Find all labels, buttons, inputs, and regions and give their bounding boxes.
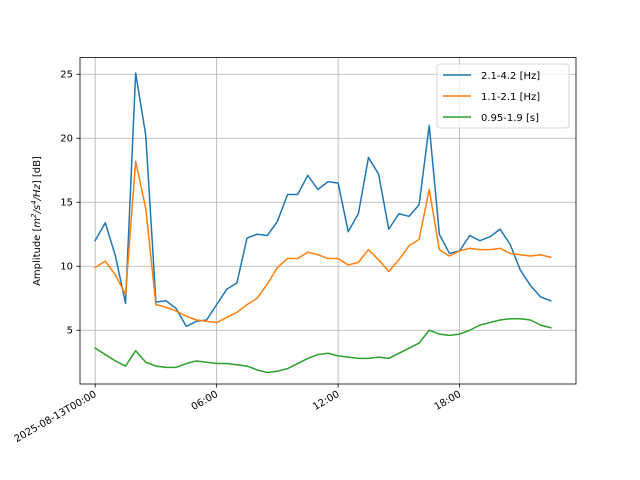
series-layer: [94, 72, 552, 374]
plot-frame: [79, 57, 577, 385]
y-axis-label-suffix: ] [dB]: [32, 156, 43, 184]
y-axis-label-exponent-4: 4: [30, 200, 38, 204]
y-tick-label-3: 20: [60, 134, 73, 145]
y-tick-label-2: 15: [60, 198, 73, 209]
y-axis: 5 10 15 20 25: [60, 70, 80, 337]
y-axis-label-unit-m: m: [32, 218, 43, 228]
y-axis-label-exponent-2: 2: [30, 213, 38, 218]
y-tick-label-0: 5: [67, 326, 73, 337]
y-axis-label-prefix: Amplitude [: [32, 228, 43, 286]
y-axis-label-slash-2: /: [32, 195, 43, 201]
legend-label-2: 0.95-1.9 [s]: [481, 113, 539, 124]
y-axis-label-unit-s: s: [32, 205, 43, 210]
legend: 2.1-4.2 [Hz] 1.1-2.1 [Hz] 0.95-1.9 [s]: [436, 63, 570, 129]
series-line-2: [94, 317, 552, 374]
y-tick-label-4: 25: [60, 70, 73, 81]
legend-label-0: 2.1-4.2 [Hz]: [481, 71, 540, 82]
y-axis-label-unit-hz: Hz: [32, 183, 43, 197]
legend-box: [436, 63, 570, 129]
y-axis-label: Amplitude [m2/s4/Hz] [dB]: [30, 156, 43, 286]
series-line-1: [94, 160, 552, 324]
y-axis-label-slash-1: /: [32, 208, 43, 214]
series-line-0: [94, 72, 552, 328]
y-tick-label-1: 10: [60, 262, 73, 273]
legend-label-1: 1.1-2.1 [Hz]: [481, 92, 540, 103]
